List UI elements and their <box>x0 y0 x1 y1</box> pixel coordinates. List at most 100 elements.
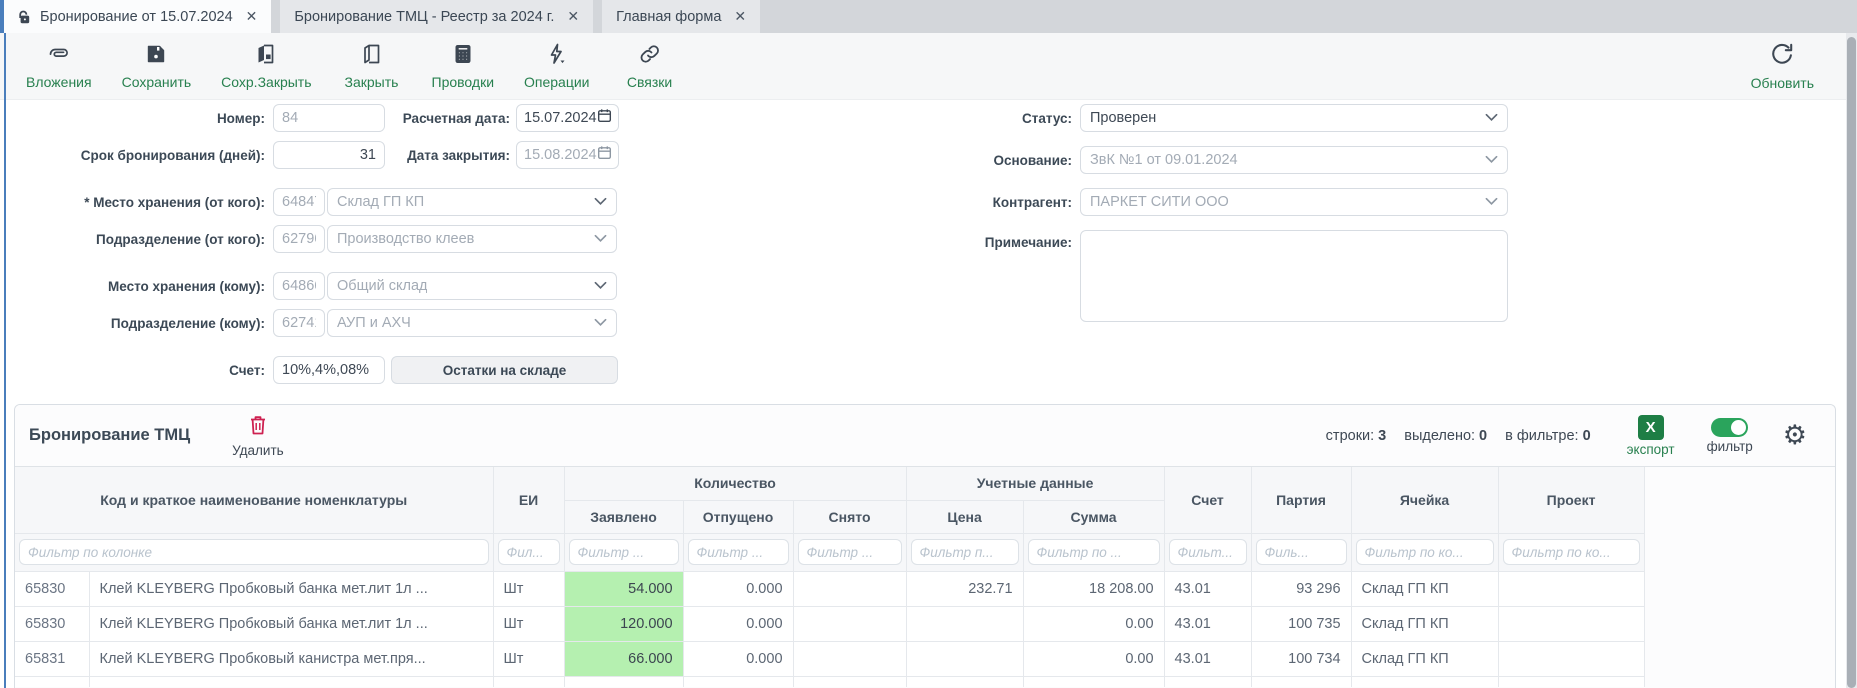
paperclip-icon <box>46 42 72 71</box>
division-from-select[interactable]: Производство клеев <box>327 225 617 253</box>
col-header-ei[interactable]: ЕИ <box>493 467 565 534</box>
close-icon[interactable]: ✕ <box>245 8 258 24</box>
calc-date-input[interactable]: 15.07.2024 <box>516 104 619 132</box>
filter-ei-input[interactable] <box>497 539 560 565</box>
filter-toggle[interactable]: фильтр <box>1706 417 1753 454</box>
division-from-code-input[interactable] <box>273 225 325 253</box>
attachments-label: Вложения <box>26 74 92 90</box>
table-row[interactable]: 65830 Клей KLEYBERG Пробковый банка мет.… <box>15 606 1645 642</box>
col-header-item[interactable]: Код и краткое наименование номенклатуры <box>15 467 494 534</box>
close-icon[interactable]: ✕ <box>567 8 580 24</box>
division-to-code-input[interactable] <box>273 309 325 337</box>
delete-row-button[interactable]: Удалить <box>232 414 284 458</box>
scrollbar-thumb[interactable] <box>1847 37 1856 688</box>
save-close-label: Сохр.Закрыть <box>221 74 312 90</box>
links-button[interactable]: Связки <box>620 42 680 90</box>
filtered-count: в фильтре: 0 <box>1505 427 1591 444</box>
links-label: Связки <box>626 74 673 90</box>
filter-price-input[interactable] <box>910 539 1019 565</box>
period-label: Срок бронирования (дней): <box>80 147 265 163</box>
selected-count: выделено: 0 <box>1404 427 1488 444</box>
operations-button[interactable]: Операции <box>524 42 590 90</box>
group-header-accounting: Учетные данные <box>906 467 1165 501</box>
basis-label: Основание: <box>993 152 1073 168</box>
filter-project-input[interactable] <box>1502 539 1640 565</box>
filter-requested-input[interactable] <box>568 539 679 565</box>
chevron-down-icon <box>594 314 607 332</box>
division-from-label: Подразделение (от кого): <box>96 231 265 247</box>
note-label: Примечание: <box>984 235 1072 250</box>
calendar-icon <box>597 145 612 165</box>
tab-registry[interactable]: Бронирование ТМЦ - Реестр за 2024 г. ✕ <box>280 0 594 33</box>
filter-released-input[interactable] <box>687 539 789 565</box>
storage-from-select[interactable]: Склад ГП КП <box>327 188 617 216</box>
status-select[interactable]: Проверен <box>1080 104 1508 132</box>
number-label: Номер: <box>216 110 265 126</box>
storage-from-label: * Место хранения (от кого): <box>84 194 265 210</box>
refresh-label: Обновить <box>1750 75 1814 91</box>
save-label: Сохранить <box>121 74 192 90</box>
tab-document[interactable]: Бронирование от 15.07.2024 ✕ <box>0 0 272 33</box>
col-header-released[interactable]: Отпущено <box>683 500 794 534</box>
col-header-removed[interactable]: Снято <box>793 500 907 534</box>
chevron-down-icon <box>594 193 607 211</box>
note-textarea[interactable] <box>1080 230 1508 322</box>
refresh-button[interactable]: Обновить <box>1751 41 1814 91</box>
close-document-button[interactable]: Закрыть <box>342 42 402 90</box>
filter-batch-input[interactable] <box>1255 539 1347 565</box>
col-header-account[interactable]: Счет <box>1164 467 1252 534</box>
basis-select[interactable]: ЗвК №1 от 09.01.2024 <box>1080 146 1508 174</box>
counterparty-select[interactable]: ПАРКЕТ СИТИ ООО <box>1080 188 1508 216</box>
tab-label: Бронирование ТМЦ - Реестр за 2024 г. <box>294 8 555 25</box>
close-icon[interactable]: ✕ <box>734 8 747 24</box>
lightning-icon <box>545 42 569 71</box>
storage-from-code-input[interactable] <box>273 188 325 216</box>
filter-label: фильтр <box>1706 438 1753 454</box>
stock-balance-button[interactable]: Остатки на складе <box>391 356 618 384</box>
filter-cell-input[interactable] <box>1355 539 1494 565</box>
tab-main-form[interactable]: Главная форма ✕ <box>602 0 761 33</box>
close-date-label: Дата закрытия: <box>407 147 510 163</box>
export-excel-button[interactable]: X экспорт <box>1627 414 1675 457</box>
col-header-requested[interactable]: Заявлено <box>564 500 684 534</box>
col-header-project[interactable]: Проект <box>1498 467 1645 534</box>
document-form: Номер: Расчетная дата: 15.07.2024 Срок б… <box>8 104 1846 404</box>
storage-to-code-input[interactable] <box>273 272 325 300</box>
items-panel: Бронирование ТМЦ Удалить строки: 3 выделе… <box>14 404 1836 688</box>
col-header-price[interactable]: Цена <box>906 500 1024 534</box>
vertical-scrollbar[interactable] <box>1846 33 1857 688</box>
door-icon <box>360 42 384 71</box>
period-input[interactable] <box>273 141 385 169</box>
panel-title: Бронирование ТМЦ <box>29 426 191 444</box>
filter-item-input[interactable] <box>19 539 489 565</box>
chevron-down-icon <box>1485 193 1498 211</box>
close-date-input[interactable]: 15.08.2024 <box>516 141 619 169</box>
col-header-batch[interactable]: Партия <box>1251 467 1352 534</box>
table-row-empty <box>15 676 1645 687</box>
storage-to-select[interactable]: Общий склад <box>327 272 617 300</box>
chevron-down-icon <box>1485 151 1498 169</box>
number-input[interactable] <box>273 104 385 132</box>
col-header-sum[interactable]: Сумма <box>1023 500 1165 534</box>
filter-account-input[interactable] <box>1168 539 1247 565</box>
table-row[interactable]: 65830 Клей KLEYBERG Пробковый банка мет.… <box>15 571 1645 607</box>
account-input[interactable] <box>273 356 385 384</box>
save-button[interactable]: Сохранить <box>121 42 192 90</box>
account-label: Счет: <box>229 362 265 378</box>
table-row[interactable]: 65831 Клей KLEYBERG Пробковый канистра м… <box>15 641 1645 677</box>
col-header-cell[interactable]: Ячейка <box>1351 467 1499 534</box>
save-icon <box>144 42 168 71</box>
calc-date-label: Расчетная дата: <box>402 110 510 126</box>
gear-icon[interactable]: ⚙ <box>1782 420 1807 450</box>
postings-button[interactable]: Проводки <box>432 42 494 90</box>
items-panel-header: Бронирование ТМЦ Удалить строки: 3 выделе… <box>15 405 1835 467</box>
tab-label: Бронирование от 15.07.2024 <box>40 8 233 25</box>
filter-sum-input[interactable] <box>1027 539 1160 565</box>
attachments-button[interactable]: Вложения <box>26 42 92 90</box>
active-tab-accent-line <box>4 33 6 688</box>
filter-removed-input[interactable] <box>797 539 902 565</box>
division-to-select[interactable]: АУП и АХЧ <box>327 309 617 337</box>
toggle-on-icon[interactable] <box>1711 417 1749 437</box>
save-close-button[interactable]: Сохр.Закрыть <box>221 42 312 90</box>
